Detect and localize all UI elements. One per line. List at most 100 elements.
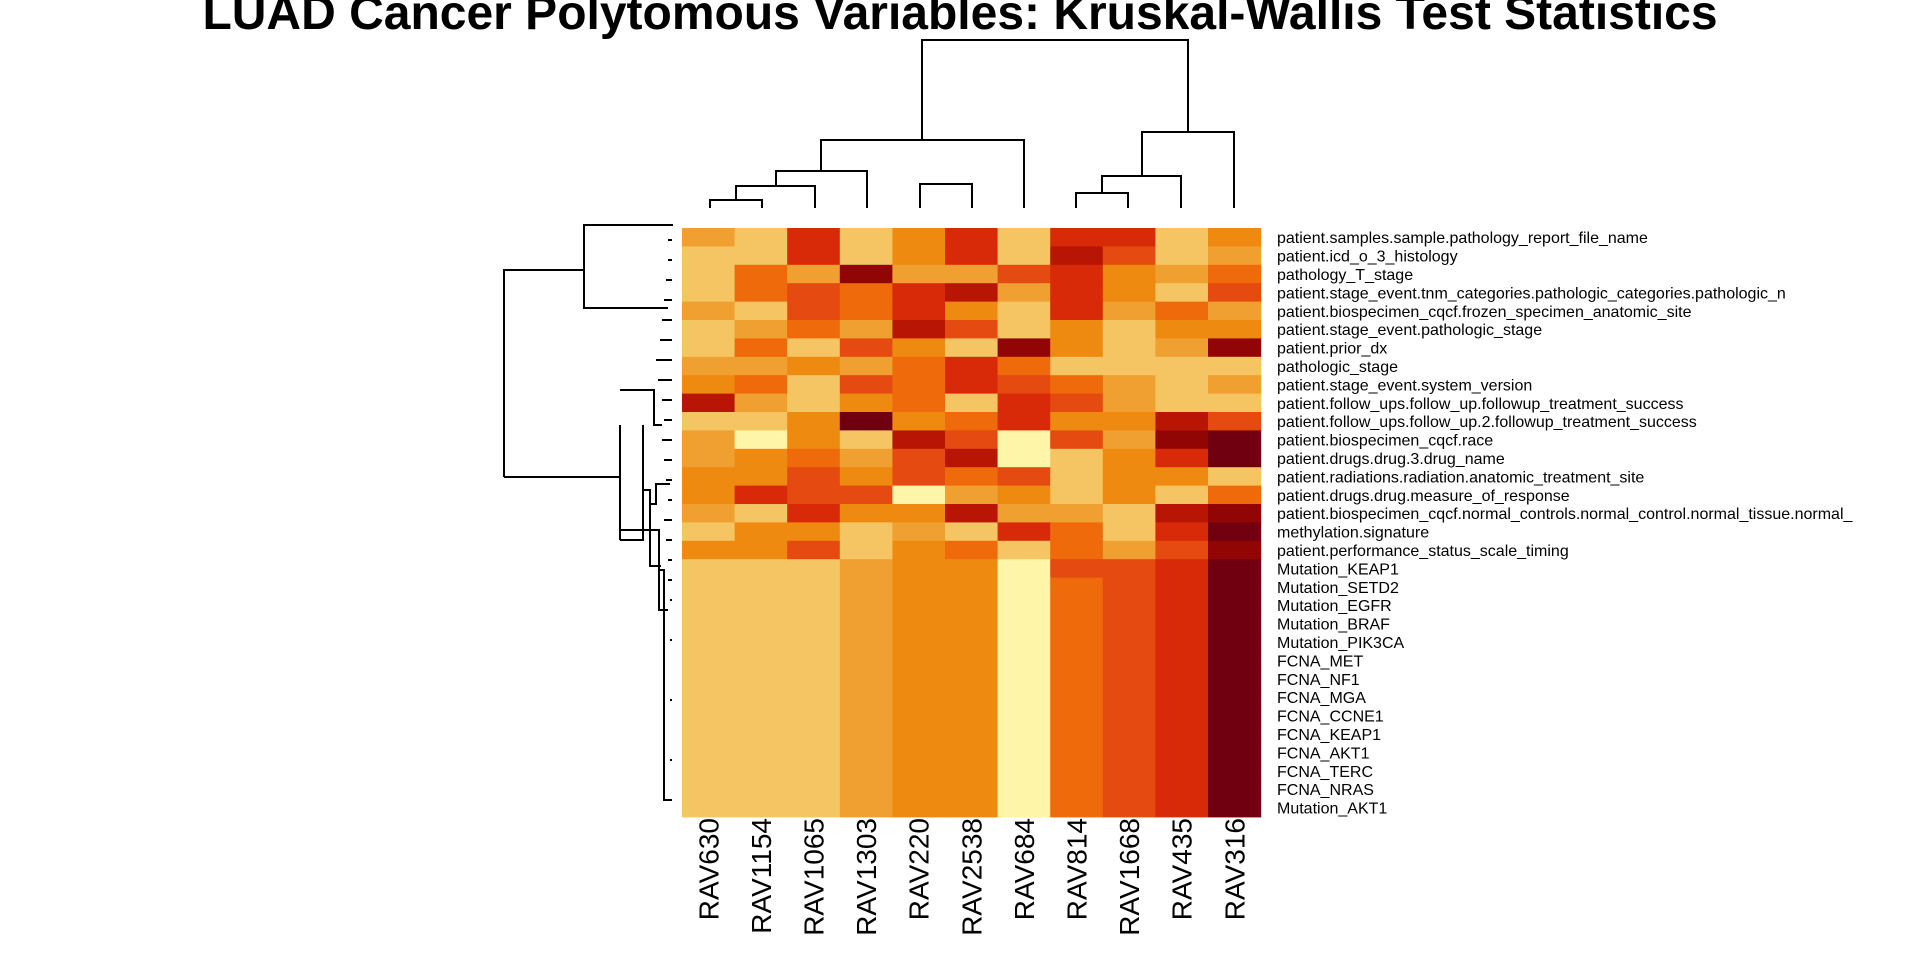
heatmap-cell (945, 375, 999, 395)
column-label: RAV435 (1167, 818, 1198, 920)
heatmap-cell (1050, 485, 1104, 505)
heatmap-cell (839, 577, 893, 597)
heatmap-cell (1102, 301, 1156, 321)
heatmap-cell (1102, 246, 1156, 266)
heatmap-cell (1208, 761, 1262, 781)
heatmap-cell (839, 448, 893, 468)
heatmap-cell (682, 724, 736, 744)
heatmap-cell (839, 228, 893, 247)
heatmap-cell (787, 338, 841, 358)
heatmap-cell (1208, 320, 1262, 339)
heatmap-cell (1208, 412, 1262, 431)
heatmap-cell (997, 246, 1051, 266)
heatmap-cell (1102, 780, 1156, 799)
heatmap-cell (1050, 448, 1104, 468)
heatmap-cell (787, 688, 841, 707)
heatmap-cell (839, 264, 893, 284)
heatmap-cell (682, 485, 736, 505)
heatmap-cell (997, 467, 1051, 487)
heatmap-cell (1050, 724, 1104, 744)
row-label: patient.follow_ups.follow_up.followup_tr… (1277, 396, 1683, 413)
row-label: FCNA_MET (1277, 653, 1363, 670)
heatmap-cell (682, 320, 736, 339)
heatmap-cell (1208, 228, 1262, 247)
heatmap-cell (1208, 577, 1262, 597)
row-label: pathology_T_stage (1277, 267, 1413, 284)
heatmap-cell (682, 577, 736, 597)
heatmap-cell (892, 559, 946, 579)
heatmap-cell (892, 504, 946, 523)
heatmap-cell (682, 375, 736, 395)
heatmap-cell (1208, 669, 1262, 689)
heatmap-cell (734, 780, 788, 799)
heatmap-cell (734, 632, 788, 652)
heatmap-cell (734, 467, 788, 487)
heatmap-cell (892, 761, 946, 781)
heatmap-cell (682, 540, 736, 560)
heatmap-cell (1050, 504, 1104, 523)
heatmap-cell (787, 301, 841, 321)
heatmap-cell (1050, 338, 1104, 358)
heatmap-cell (1102, 632, 1156, 652)
row-label: patient.radiations.radiation.anatomic_tr… (1277, 469, 1644, 486)
chart-title: LUAD Cancer Polytomous Variables: Kruska… (202, 0, 1718, 40)
heatmap-cell (1208, 356, 1262, 376)
heatmap-cell (997, 577, 1051, 597)
heatmap-cell (1102, 540, 1156, 560)
row-label: patient.biospecimen_cqcf.normal_controls… (1277, 506, 1854, 523)
row-label: Mutation_BRAF (1277, 617, 1390, 634)
heatmap-cell (1155, 283, 1209, 303)
heatmap-cell (734, 688, 788, 707)
column-label: RAV220 (904, 818, 935, 920)
heatmap-cell (682, 356, 736, 376)
heatmap-cell (1155, 467, 1209, 487)
heatmap-cell (682, 632, 736, 652)
column-label: RAV1154 (746, 818, 777, 934)
column-label: RAV814 (1062, 818, 1093, 920)
heatmap-cell (892, 724, 946, 744)
row-label: FCNA_AKT1 (1277, 745, 1370, 762)
heatmap-cell (839, 301, 893, 321)
heatmap-cell (945, 246, 999, 266)
row-label: methylation.signature (1277, 525, 1429, 542)
heatmap-cell (1155, 356, 1209, 376)
heatmap-cell (945, 448, 999, 468)
heatmap-cell (787, 798, 841, 818)
column-label: RAV684 (1009, 818, 1040, 920)
heatmap-cell (682, 614, 736, 634)
heatmap-cell (1050, 393, 1104, 413)
heatmap-cell (945, 228, 999, 247)
row-label: Mutation_AKT1 (1277, 801, 1387, 818)
row-label: Mutation_KEAP1 (1277, 561, 1399, 578)
heatmap-cell (734, 596, 788, 615)
heatmap-cell (892, 412, 946, 431)
heatmap-cell (1050, 798, 1104, 818)
heatmap-cell (734, 228, 788, 247)
heatmap-cell (1102, 761, 1156, 781)
heatmap-cell (1050, 320, 1104, 339)
heatmap-cell (892, 651, 946, 671)
heatmap-cell (839, 504, 893, 523)
column-label: RAV2538 (956, 818, 987, 936)
heatmap-cell (1208, 375, 1262, 395)
heatmap-cell (1155, 798, 1209, 818)
heatmap-cell (1102, 485, 1156, 505)
row-label: patient.stage_event.system_version (1277, 377, 1532, 394)
heatmap-cell (682, 301, 736, 321)
row-dendrogram (503, 224, 673, 801)
heatmap-cell (734, 761, 788, 781)
heatmap-cell (1050, 540, 1104, 560)
heatmap-cell (1155, 706, 1209, 726)
heatmap-cell (892, 467, 946, 487)
heatmap-cell (1208, 798, 1262, 818)
heatmap-cell (734, 577, 788, 597)
column-label: RAV316 (1219, 818, 1250, 920)
heatmap-cell (787, 706, 841, 726)
heatmap-cell (1208, 264, 1262, 284)
heatmap-cell (787, 393, 841, 413)
heatmap-cell (997, 780, 1051, 799)
heatmap-cell (1102, 743, 1156, 763)
heatmap-cell (945, 412, 999, 431)
heatmap-cell (682, 743, 736, 763)
heatmap-cell (997, 412, 1051, 431)
